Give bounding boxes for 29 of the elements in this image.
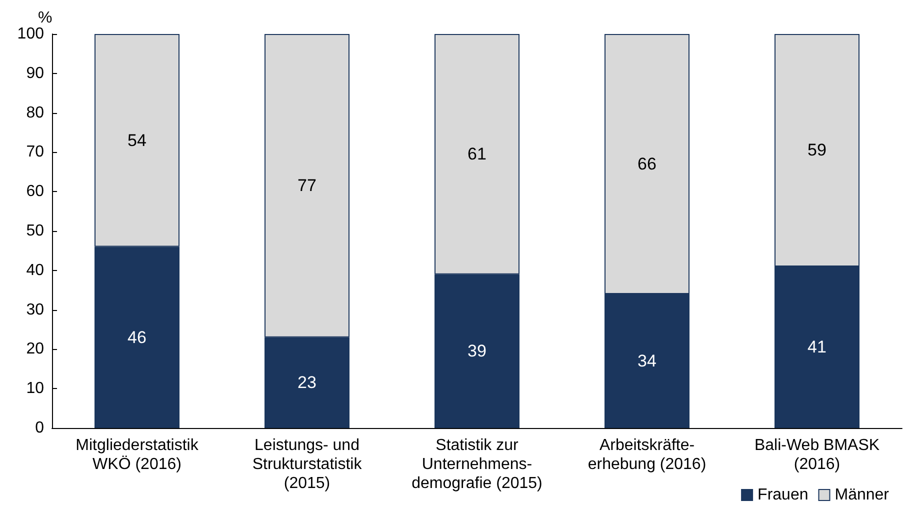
y-tick-label: 60 [26,183,44,200]
data-label: 46 [128,328,146,347]
legend-label: Männer [834,486,890,504]
y-tick-label: 40 [26,262,44,279]
data-label: 39 [468,342,486,361]
x-tick-label: Bali-Web BMASK (2016) [754,437,880,473]
y-tick-label: 90 [26,64,44,82]
data-label: 59 [808,140,826,160]
x-tick-label: Mitgliederstatistik WKÖ (2016) [76,437,200,473]
y-tick-label: 50 [26,222,44,240]
y-tick-label: 0 [35,420,44,436]
x-tick-label: Arbeitskräfte- erhebung (2016) [588,437,706,473]
y-tick-label: 20 [26,340,44,358]
y-tick-label: 10 [26,380,44,398]
y-axis-title: % [38,10,52,26]
y-tick-label: 30 [26,301,44,318]
data-label: 66 [638,154,656,174]
data-label: 61 [468,144,486,164]
data-label: 77 [298,176,316,196]
y-tick-label: 70 [26,144,44,161]
legend-label: Frauen [758,486,808,504]
data-label: 54 [128,130,146,150]
data-label: 41 [808,338,826,357]
y-tick-label: 80 [26,104,44,122]
data-label: 23 [298,373,316,392]
x-tick-label: Leistungs- und Strukturstatistik (2015) [252,437,363,492]
y-tick-label: 100 [17,26,44,42]
x-tick-label: Statistik zur Unternehmens- demografie (2015) [412,437,542,492]
data-label: 34 [638,352,656,371]
